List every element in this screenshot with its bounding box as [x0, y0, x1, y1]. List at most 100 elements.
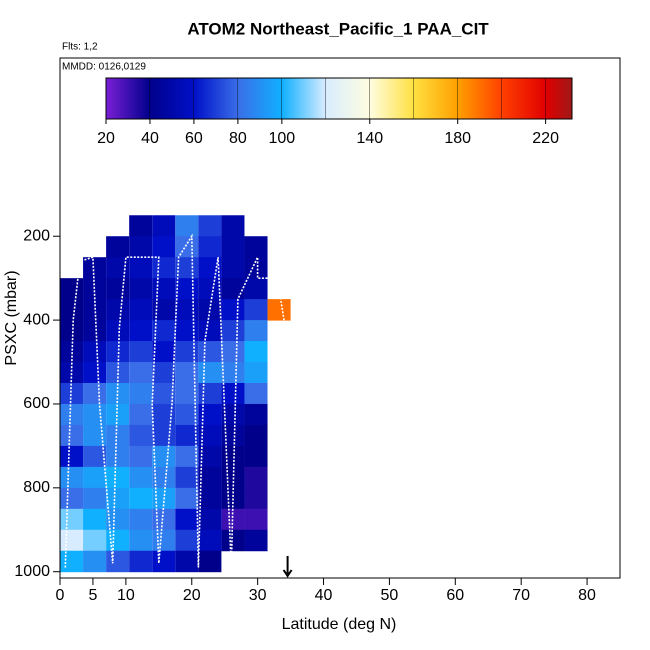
heatmap-cell [244, 257, 268, 279]
heatmap-cell [244, 341, 268, 363]
heatmap-cell [221, 320, 245, 342]
heatmap-cell [60, 383, 84, 405]
chart-title: ATOM2 Northeast_Pacific_1 PAA_CIT [187, 19, 489, 38]
heatmap-cell [60, 550, 84, 573]
heatmap-cell [152, 445, 176, 468]
heatmap-cell [106, 341, 130, 363]
heatmap-cell [60, 445, 84, 468]
heatmap-cell [152, 320, 176, 342]
x-tick-label: 5 [88, 587, 97, 604]
heatmap-cell [152, 424, 176, 447]
heatmap-cell [129, 487, 153, 510]
heatmap-cell [244, 278, 268, 300]
heatmap-cell [83, 278, 107, 300]
heatmap-cell [267, 299, 291, 321]
heatmap-cell [60, 487, 84, 510]
colorbar-segment [413, 78, 458, 119]
y-tick-label: 600 [23, 395, 50, 412]
y-axis-title: PSXC (mbar) [3, 270, 20, 365]
colorbar-frame [105, 77, 573, 120]
heatmap-cell [198, 362, 222, 384]
heatmap-cell [175, 362, 199, 384]
heatmap-cell [175, 445, 199, 468]
colorbar-tick-label: 100 [268, 130, 295, 147]
colorbar-tick-label: 40 [141, 130, 159, 147]
colorbar-segment [281, 78, 326, 119]
colorbar-tick-label: 180 [444, 130, 471, 147]
x-tick-label: 60 [446, 587, 464, 604]
heatmap-cell [152, 508, 176, 531]
heatmap-cell [129, 403, 153, 426]
heatmap-cell [244, 424, 268, 447]
heatmap-cell [106, 403, 130, 426]
heatmap-cell [198, 550, 222, 573]
heatmap-cell [175, 424, 199, 447]
heatmap-cell [129, 278, 153, 300]
heatmap-cell [175, 341, 199, 363]
y-tick-label: 800 [23, 479, 50, 496]
colorbar-segment [193, 78, 238, 119]
heatmap-cell [221, 383, 245, 405]
heatmap-cell [60, 278, 84, 300]
heatmap-cell [60, 529, 84, 552]
colorbar-tick-label: 80 [229, 130, 247, 147]
heatmap-cell [244, 445, 268, 468]
heatmap-cell [244, 403, 268, 426]
heatmap-cell [221, 257, 245, 279]
heatmap-cell [83, 508, 107, 531]
heatmap-cell [198, 508, 222, 531]
heatmap-cell [244, 487, 268, 510]
heatmap-cell [129, 424, 153, 447]
heatmap-cell [221, 236, 245, 258]
plot-frame [59, 57, 621, 579]
y-tick-label: 400 [23, 311, 50, 328]
heatmap-cell [152, 278, 176, 300]
x-tick-label: 40 [315, 587, 333, 604]
heatmap-cell [129, 362, 153, 384]
heatmap-cell [129, 236, 153, 258]
heatmap-cell [244, 466, 268, 489]
heatmap-cell [106, 278, 130, 300]
heatmap-cell [83, 487, 107, 510]
heatmap-cell [60, 362, 84, 384]
heatmap-cell [129, 529, 153, 552]
heatmap-cell [198, 466, 222, 489]
heatmap-cell [83, 550, 107, 573]
heatmap-cell [198, 445, 222, 468]
heatmap-cell [83, 466, 107, 489]
colorbar-tick-label: 220 [532, 130, 559, 147]
heatmap-cell [244, 320, 268, 342]
heatmap-cell [244, 362, 268, 384]
heatmap-cell [244, 508, 268, 531]
heatmap-cell [152, 236, 176, 258]
heatmap-cell [175, 508, 199, 531]
heatmap-cell [198, 236, 222, 258]
colorbar-segment [237, 78, 282, 119]
heatmap-cell [175, 466, 199, 489]
heatmap-cell [106, 508, 130, 531]
heatmap-cell [152, 341, 176, 363]
x-axis-title: Latitude (deg N) [282, 616, 397, 633]
heatmap-cell [129, 383, 153, 405]
x-tick-label: 80 [578, 587, 596, 604]
heatmap-cell [129, 508, 153, 531]
heatmap-cell [221, 362, 245, 384]
heatmap-cell [221, 278, 245, 300]
heatmap-cell [106, 424, 130, 447]
heatmap-cell [83, 362, 107, 384]
heatmap-cell [221, 215, 245, 237]
heatmap-cell [106, 257, 130, 279]
heatmap-cell [175, 320, 199, 342]
heatmap-cell [106, 236, 130, 258]
heatmap-cell [129, 341, 153, 363]
heatmap-cell [244, 236, 268, 258]
heatmap-cell [198, 383, 222, 405]
heatmap-cell [221, 445, 245, 468]
heatmap-cell [106, 550, 130, 573]
colorbar-segment [501, 78, 546, 119]
heatmap-cell [106, 320, 130, 342]
heatmap-cell [83, 320, 107, 342]
heatmap-cell [198, 403, 222, 426]
heatmap-cell [60, 299, 84, 321]
heatmap-cell [83, 529, 107, 552]
